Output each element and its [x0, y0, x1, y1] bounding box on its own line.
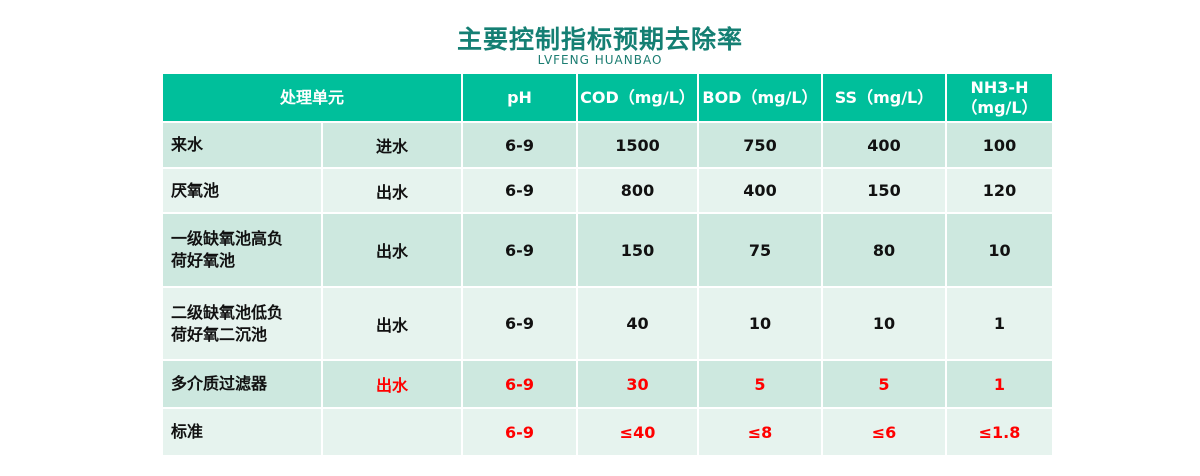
bod-cell: ≤8 — [699, 409, 821, 455]
ph-cell: 6-9 — [463, 361, 576, 407]
cod-cell: ≤40 — [578, 409, 697, 455]
bod-cell: 400 — [699, 169, 821, 212]
bod-cell: 750 — [699, 123, 821, 167]
ss-cell: 80 — [823, 214, 945, 286]
ss-cell: ≤6 — [823, 409, 945, 455]
table-row: 一级缺氧池高负 荷好氧池 出水 6-9 150 75 80 10 — [163, 214, 1052, 286]
ss-cell: 400 — [823, 123, 945, 167]
nh3-cell: 100 — [947, 123, 1052, 167]
cod-cell: 150 — [578, 214, 697, 286]
unit-cell: 来水 — [163, 123, 321, 167]
table-row: 二级缺氧池低负 荷好氧二沉池 出水 6-9 40 10 10 1 — [163, 288, 1052, 359]
ph-cell: 6-9 — [463, 169, 576, 212]
stage-cell — [323, 409, 461, 455]
ph-cell: 6-9 — [463, 288, 576, 359]
table-row: 厌氧池 出水 6-9 800 400 150 120 — [163, 169, 1052, 212]
header-ph: pH — [463, 74, 576, 121]
page-title: 主要控制指标预期去除率 — [456, 25, 743, 54]
stage-cell: 出水 — [323, 361, 461, 407]
table-row: 标准 6-9 ≤40 ≤8 ≤6 ≤1.8 — [163, 409, 1052, 455]
cod-cell: 800 — [578, 169, 697, 212]
ph-cell: 6-9 — [463, 123, 576, 167]
stage-cell: 出水 — [323, 169, 461, 212]
nh3-cell: 1 — [947, 361, 1052, 407]
bod-cell: 10 — [699, 288, 821, 359]
unit-cell: 厌氧池 — [163, 169, 321, 212]
nh3-cell: 10 — [947, 214, 1052, 286]
table-row: 来水 进水 6-9 1500 750 400 100 — [163, 123, 1052, 167]
bod-cell: 75 — [699, 214, 821, 286]
stage-cell: 进水 — [323, 123, 461, 167]
ph-cell: 6-9 — [463, 409, 576, 455]
bod-cell: 5 — [699, 361, 821, 407]
unit-cell: 二级缺氧池低负 荷好氧二沉池 — [163, 288, 321, 359]
cod-cell: 30 — [578, 361, 697, 407]
header-bod: BOD（mg/L） — [699, 74, 821, 121]
nh3-cell: 120 — [947, 169, 1052, 212]
unit-cell: 一级缺氧池高负 荷好氧池 — [163, 214, 321, 286]
header-nh3: NH3-H （mg/L） — [947, 74, 1052, 121]
table-row: 多介质过滤器 出水 6-9 30 5 5 1 — [163, 361, 1052, 407]
ss-cell: 5 — [823, 361, 945, 407]
stage-cell: 出水 — [323, 214, 461, 286]
nh3-cell: ≤1.8 — [947, 409, 1052, 455]
header-unit: 处理单元 — [163, 74, 461, 121]
header-cod: COD（mg/L） — [578, 74, 697, 121]
unit-cell: 多介质过滤器 — [163, 361, 321, 407]
removal-rate-table: 处理单元 pH COD（mg/L） BOD（mg/L） SS（mg/L） NH3… — [161, 72, 1054, 457]
cod-cell: 1500 — [578, 123, 697, 167]
unit-cell: 标准 — [163, 409, 321, 455]
ss-cell: 10 — [823, 288, 945, 359]
ph-cell: 6-9 — [463, 214, 576, 286]
ss-cell: 150 — [823, 169, 945, 212]
page-subtitle: LVFENG HUANBAO — [537, 53, 663, 67]
header-ss: SS（mg/L） — [823, 74, 945, 121]
stage-cell: 出水 — [323, 288, 461, 359]
cod-cell: 40 — [578, 288, 697, 359]
nh3-cell: 1 — [947, 288, 1052, 359]
